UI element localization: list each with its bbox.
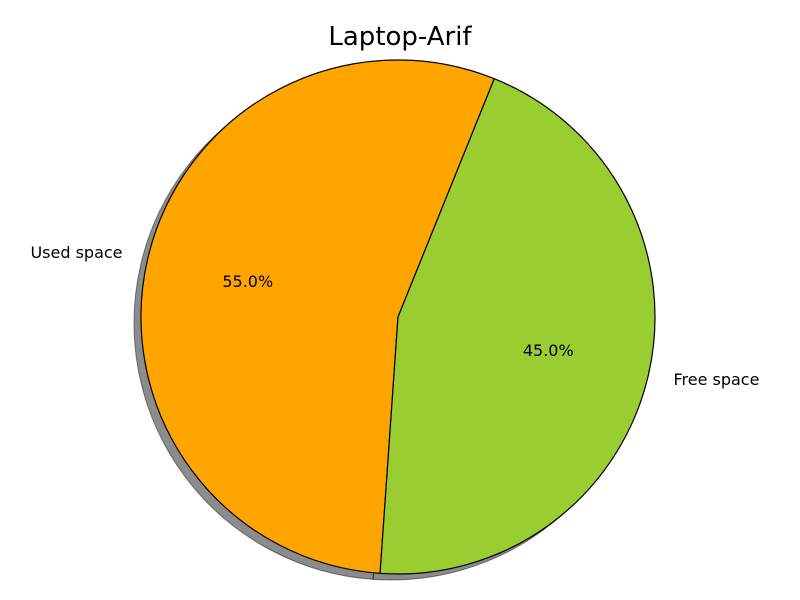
pie-percent-label-free-space: 45.0% — [523, 341, 574, 360]
pie-category-label-used-space: Used space — [30, 243, 122, 262]
pie-slice-free-space — [379, 78, 656, 575]
pie-slice-used-space — [140, 59, 495, 574]
pie-label-layer: Used space 55.0% Free space 45.0% — [30, 243, 759, 389]
pie-slice-layer — [140, 59, 656, 575]
pie-category-label-free-space: Free space — [673, 370, 759, 389]
pie-percent-label-used-space: 55.0% — [222, 272, 273, 291]
chart-title: Laptop-Arif — [328, 22, 472, 52]
